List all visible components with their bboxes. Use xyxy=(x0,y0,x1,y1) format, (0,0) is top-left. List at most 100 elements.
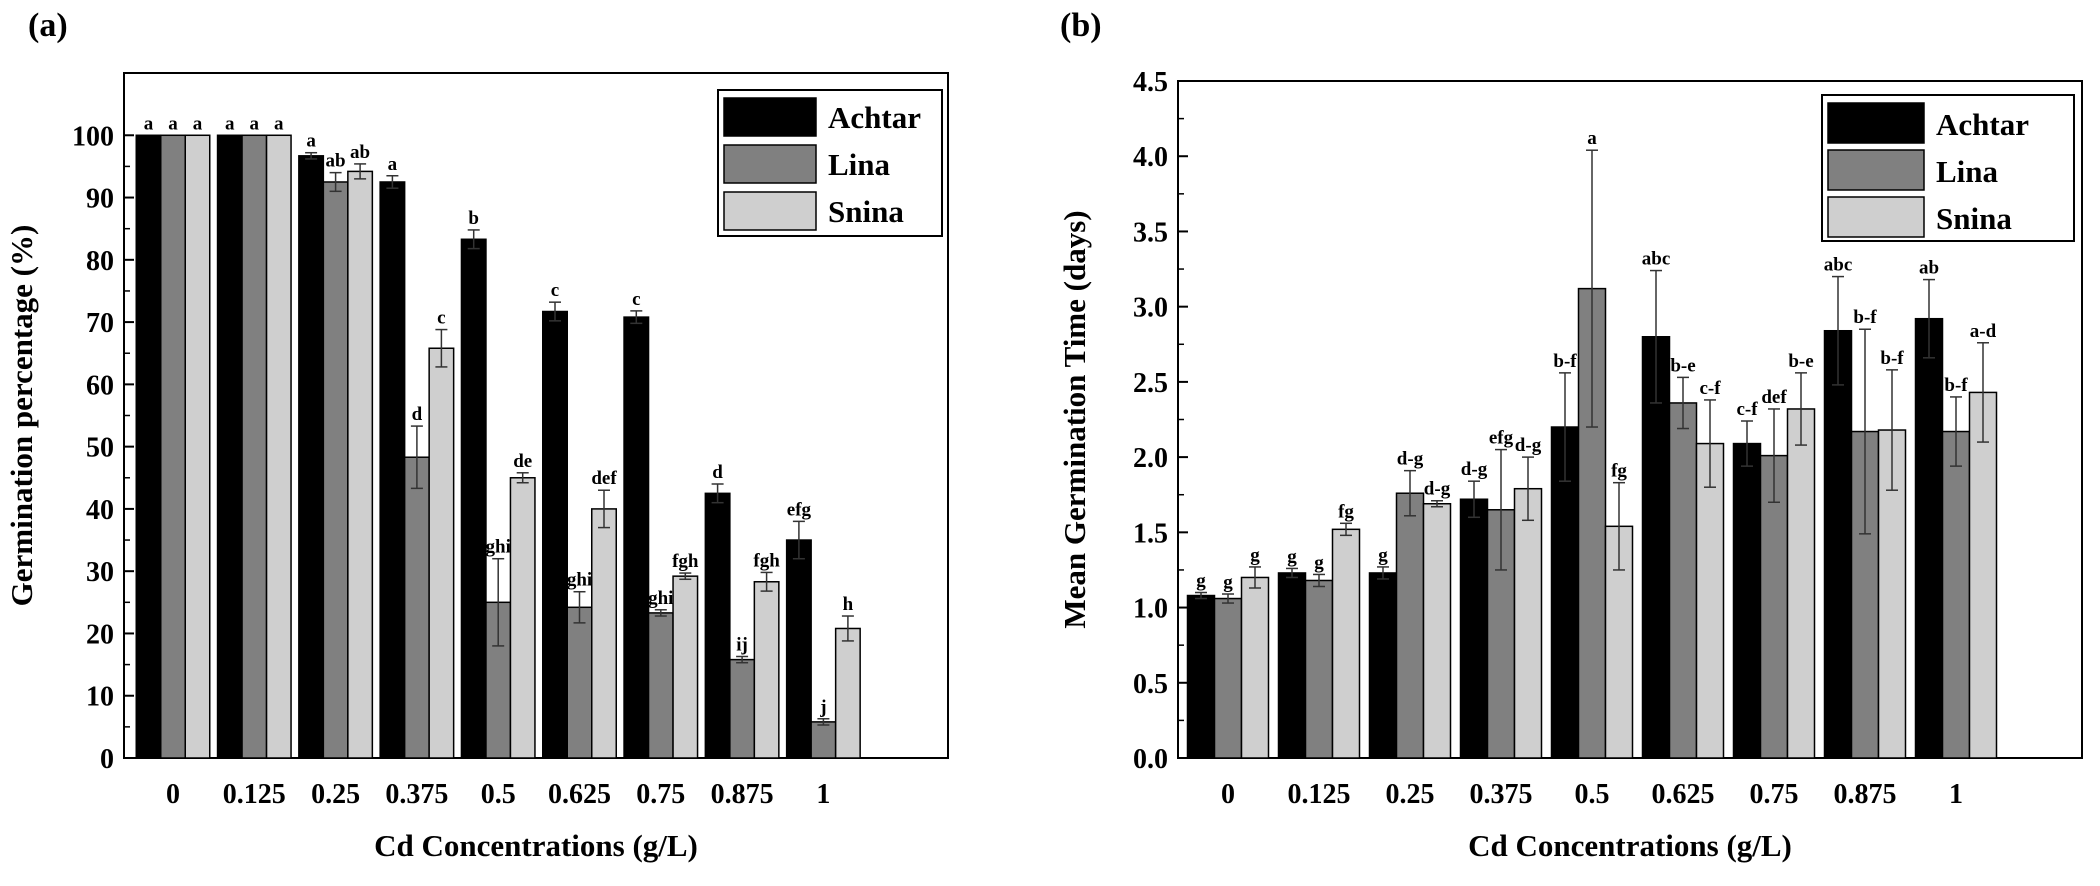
legend-label-lina: Lina xyxy=(828,147,891,182)
significance-label: ij xyxy=(736,634,748,655)
x-axis-title: Cd Concentrations (g/L) xyxy=(1468,828,1792,863)
significance-label: b-e xyxy=(1788,351,1813,372)
significance-label: g xyxy=(1378,545,1388,566)
y-tick-label: 100 xyxy=(72,121,114,152)
y-tick-label: 2.0 xyxy=(1133,443,1168,474)
significance-label: d xyxy=(412,404,423,425)
bar-achtar xyxy=(1459,498,1489,759)
legend-label-achtar: Achtar xyxy=(1936,107,2029,142)
y-tick-label: 2.5 xyxy=(1133,368,1168,399)
x-tick-label: 0.375 xyxy=(1470,779,1533,810)
y-axis-title: Germination percentage (%) xyxy=(4,225,39,607)
bar-achtar xyxy=(216,134,243,759)
x-tick-label: 0.75 xyxy=(1750,779,1799,810)
panel-label: (a) xyxy=(28,7,68,44)
significance-label: d-g xyxy=(1461,459,1488,480)
bar-snina xyxy=(1968,391,1998,759)
bar-achtar xyxy=(379,181,406,759)
y-tick-label: 40 xyxy=(86,495,114,526)
x-tick-label: 0.5 xyxy=(481,779,516,810)
legend-label-snina: Snina xyxy=(828,194,904,229)
bar-achtar xyxy=(542,310,568,759)
significance-label: b xyxy=(468,208,479,229)
significance-label: fgh xyxy=(753,550,780,571)
legend: Achtar Lina Snina xyxy=(717,89,943,237)
bar-snina xyxy=(184,134,211,759)
significance-label: ab xyxy=(326,151,346,172)
significance-label: ab xyxy=(350,142,370,163)
bar-lina xyxy=(1213,597,1243,759)
legend-label-lina: Lina xyxy=(1936,154,1999,189)
significance-label: ghi xyxy=(486,537,511,558)
significance-label: fg xyxy=(1338,501,1354,522)
x-tick-label: 1 xyxy=(816,779,830,810)
bar-snina xyxy=(509,477,536,759)
bar-snina xyxy=(753,581,780,759)
significance-label: g xyxy=(1196,571,1206,592)
bar-snina xyxy=(1695,442,1725,759)
x-tick-label: 1 xyxy=(1949,779,1963,810)
x-tick-label: 0.125 xyxy=(1288,779,1351,810)
bar-achtar xyxy=(1277,572,1307,759)
significance-label: abc xyxy=(1824,255,1853,276)
significance-label: c-f xyxy=(1699,378,1721,399)
significance-label: fg xyxy=(1611,461,1627,482)
bar-snina xyxy=(672,575,699,759)
significance-label: g xyxy=(1223,572,1233,593)
significance-label: abc xyxy=(1642,249,1671,270)
bar-snina xyxy=(1331,528,1361,759)
y-tick-label: 3.5 xyxy=(1133,217,1168,248)
bar-snina xyxy=(1513,487,1543,759)
significance-label: d xyxy=(712,462,723,483)
bar-achtar xyxy=(1641,336,1671,759)
significance-label: a xyxy=(250,113,260,134)
bar-achtar xyxy=(1823,329,1853,759)
bar-lina xyxy=(1759,454,1789,759)
significance-label: a xyxy=(144,113,154,134)
y-tick-label: 10 xyxy=(86,682,114,713)
significance-label: d-g xyxy=(1515,435,1542,456)
x-tick-label: 0.5 xyxy=(1575,779,1610,810)
chart-panel-b: (b) 0.0 0.5 1.0 1.5 2.0 2.5 3.0 3.5 4.0 4.5 0 0.125 0… xyxy=(1057,7,2083,863)
bar-snina xyxy=(347,170,374,759)
significance-label: a xyxy=(274,113,284,134)
bar-achtar xyxy=(1186,594,1216,759)
significance-label: ab xyxy=(1919,258,1939,279)
legend-swatch-snina xyxy=(1827,196,1925,238)
chart-panel-a: (a) 0 10 20 30 40 50 60 70 80 90 100 0 0.125 0.25 0.375… xyxy=(4,7,949,863)
x-tick-label: 0.75 xyxy=(636,779,685,810)
x-tick-label: 0.875 xyxy=(711,779,774,810)
significance-label: a xyxy=(193,113,203,134)
significance-label: de xyxy=(513,451,532,472)
significance-label: a xyxy=(225,113,235,134)
bar-lina xyxy=(810,721,837,759)
bar-achtar xyxy=(704,492,731,759)
significance-label: b-f xyxy=(1853,307,1877,328)
y-tick-label: 30 xyxy=(86,557,114,588)
x-tick-label: 0.375 xyxy=(385,779,448,810)
significance-label: c xyxy=(437,308,445,329)
significance-label: fgh xyxy=(672,551,699,572)
bar-achtar xyxy=(1914,317,1944,759)
legend-label-snina: Snina xyxy=(1936,201,2012,236)
bar-achtar xyxy=(785,539,812,759)
panel-label: (b) xyxy=(1060,7,1102,44)
bar-lina xyxy=(1668,402,1698,759)
bar-lina xyxy=(160,134,186,759)
legend-label-achtar: Achtar xyxy=(828,100,921,135)
legend-swatch-achtar xyxy=(723,97,817,137)
bar-snina xyxy=(428,347,455,759)
x-tick-label: 0 xyxy=(166,779,180,810)
y-tick-label: 0 xyxy=(100,744,114,775)
y-tick-label: 80 xyxy=(86,246,114,277)
significance-label: b-f xyxy=(1944,375,1968,396)
y-tick-label: 50 xyxy=(86,433,114,464)
y-tick-label: 70 xyxy=(86,308,114,339)
significance-label: ghi xyxy=(648,588,673,609)
bar-achtar xyxy=(623,316,650,759)
y-tick-label: 4.0 xyxy=(1133,142,1168,173)
bar-lina xyxy=(403,456,430,759)
significance-label: a xyxy=(388,154,398,175)
y-tick-label: 20 xyxy=(86,619,114,650)
